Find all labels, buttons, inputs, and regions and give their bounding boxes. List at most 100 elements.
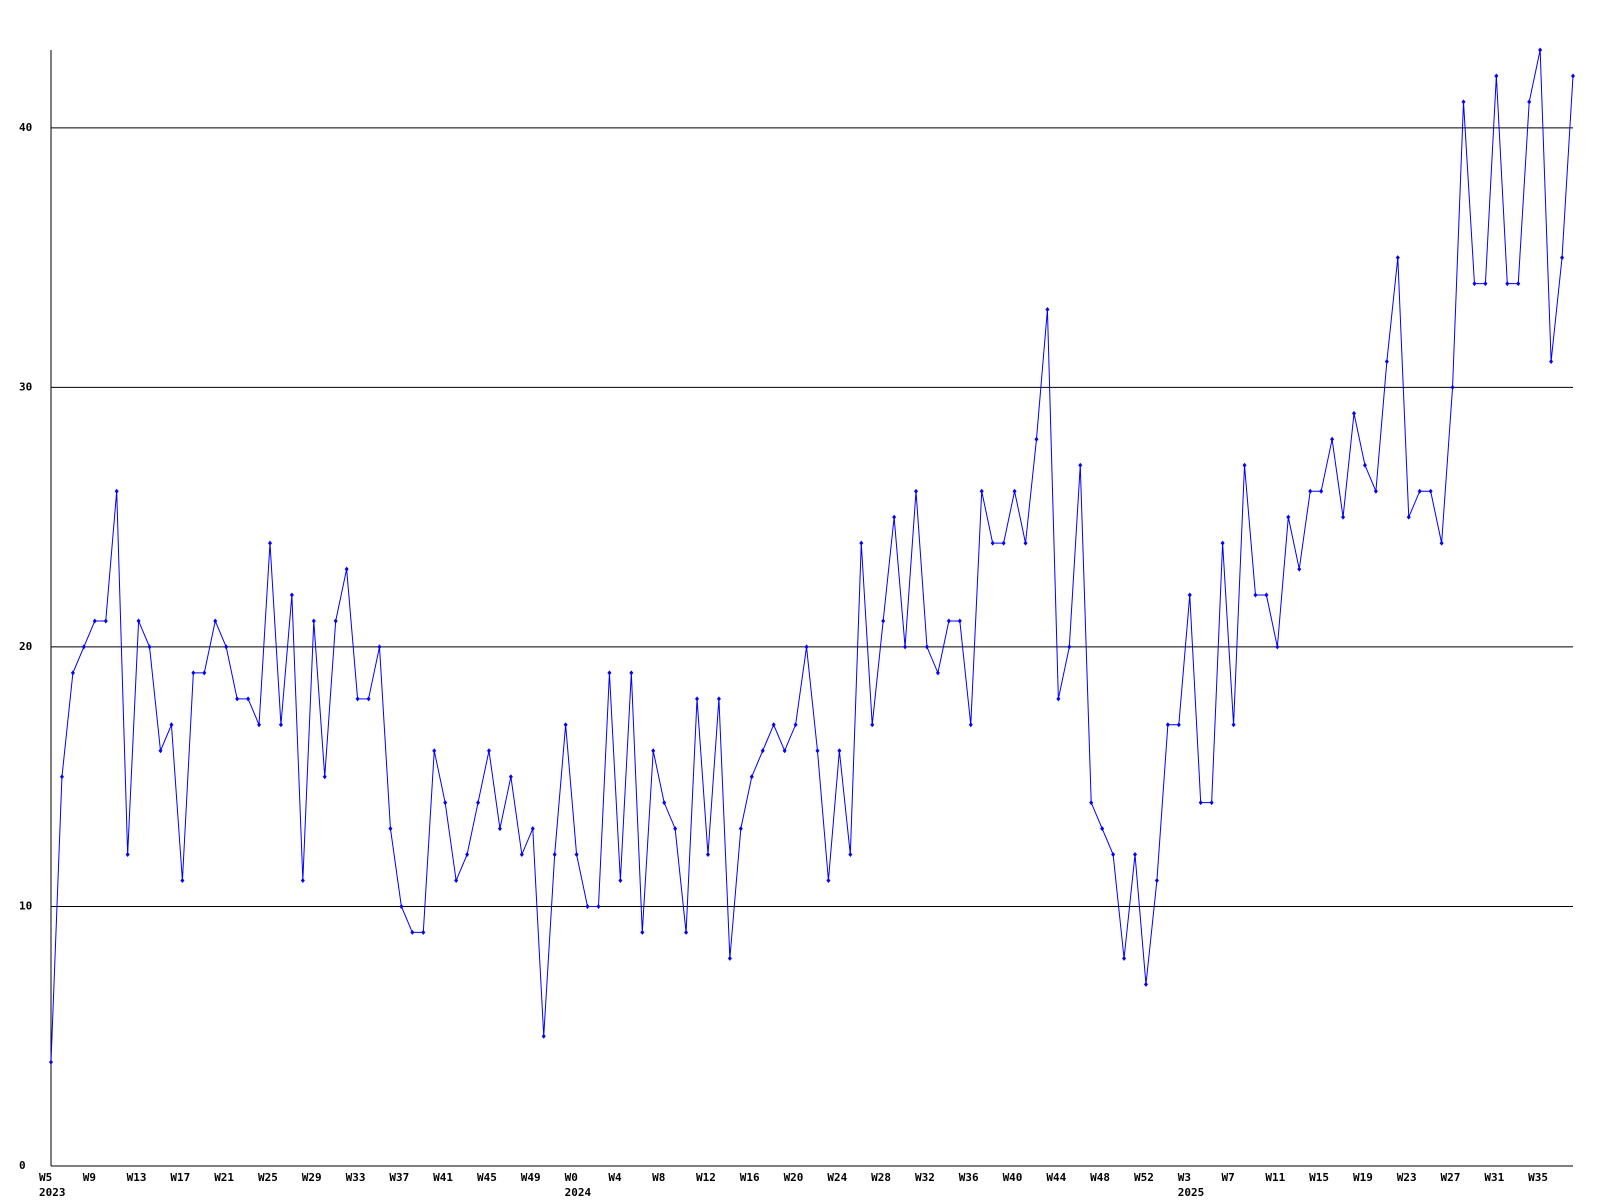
- point-marker: [673, 826, 678, 832]
- point-marker: [760, 748, 765, 754]
- x-tick-label: W33: [346, 1171, 366, 1184]
- point-marker: [1111, 852, 1116, 858]
- point-marker: [366, 696, 371, 702]
- point-marker: [114, 488, 119, 494]
- x-tick-label: W27: [1441, 1171, 1461, 1184]
- point-marker: [607, 670, 612, 676]
- point-marker: [1461, 99, 1466, 105]
- point-marker: [333, 618, 338, 624]
- x-tick-label: W41: [433, 1171, 453, 1184]
- x-year-label: 2025: [1178, 1186, 1205, 1199]
- point-marker: [1516, 281, 1521, 287]
- point-marker: [70, 670, 75, 676]
- point-marker: [1538, 47, 1543, 53]
- point-marker: [684, 929, 689, 935]
- point-marker: [530, 826, 535, 832]
- point-marker: [815, 748, 820, 754]
- point-marker: [1527, 99, 1532, 105]
- point-marker: [377, 644, 382, 650]
- x-tick-label: W52: [1134, 1171, 1154, 1184]
- point-marker: [1352, 410, 1357, 416]
- point-marker: [257, 722, 262, 728]
- point-marker: [322, 774, 327, 780]
- x-tick-label: W24: [827, 1171, 847, 1184]
- point-marker: [519, 852, 524, 858]
- point-marker: [169, 722, 174, 728]
- point-marker: [1154, 878, 1159, 884]
- point-marker: [924, 644, 929, 650]
- point-marker: [1165, 722, 1170, 728]
- point-marker: [804, 644, 809, 650]
- point-marker: [278, 722, 283, 728]
- point-marker: [946, 618, 951, 624]
- point-marker: [837, 748, 842, 754]
- x-tick-label: W36: [959, 1171, 979, 1184]
- x-tick-label: W8: [652, 1171, 665, 1184]
- point-marker: [1549, 358, 1554, 364]
- point-marker: [1297, 566, 1302, 572]
- point-marker: [355, 696, 360, 702]
- x-tick-label: W35: [1528, 1171, 1548, 1184]
- point-marker: [432, 748, 437, 754]
- x-tick-label: W40: [1003, 1171, 1023, 1184]
- x-tick-label: W11: [1265, 1171, 1285, 1184]
- point-marker: [388, 826, 393, 832]
- x-tick-label: W15: [1309, 1171, 1329, 1184]
- point-marker: [1450, 384, 1455, 390]
- point-marker: [826, 878, 831, 884]
- point-marker: [727, 955, 732, 961]
- y-tick-label: 10: [19, 899, 32, 912]
- point-marker: [1439, 540, 1444, 546]
- x-tick-label: W37: [389, 1171, 409, 1184]
- point-marker: [1253, 592, 1258, 598]
- point-marker: [552, 852, 557, 858]
- point-marker: [738, 826, 743, 832]
- point-marker: [344, 566, 349, 572]
- x-year-label: 2023: [39, 1186, 66, 1199]
- point-marker: [1034, 436, 1039, 442]
- point-marker: [716, 696, 721, 702]
- point-marker: [1198, 800, 1203, 806]
- point-marker: [1341, 514, 1346, 520]
- x-tick-label: W32: [915, 1171, 935, 1184]
- point-marker: [651, 748, 656, 754]
- x-tick-label: W3: [1178, 1171, 1191, 1184]
- point-marker: [1571, 73, 1575, 79]
- point-marker: [903, 644, 908, 650]
- point-marker: [465, 852, 470, 858]
- point-marker: [848, 852, 853, 858]
- point-marker: [782, 748, 787, 754]
- point-marker: [1483, 281, 1488, 287]
- point-marker: [585, 903, 590, 909]
- point-marker: [1220, 540, 1225, 546]
- point-marker: [541, 1033, 546, 1039]
- point-marker: [881, 618, 886, 624]
- x-tick-label: W44: [1046, 1171, 1066, 1184]
- point-marker: [935, 670, 940, 676]
- x-tick-label: W0: [565, 1171, 578, 1184]
- point-marker: [213, 618, 218, 624]
- x-tick-label: W13: [127, 1171, 147, 1184]
- point-marker: [618, 878, 623, 884]
- point-marker: [771, 722, 776, 728]
- x-tick-label: W20: [784, 1171, 804, 1184]
- point-marker: [1275, 644, 1280, 650]
- point-marker: [1143, 981, 1148, 987]
- x-tick-label: W28: [871, 1171, 891, 1184]
- point-marker: [246, 696, 251, 702]
- point-marker: [81, 644, 86, 650]
- point-marker: [1078, 462, 1083, 468]
- point-marker: [859, 540, 864, 546]
- x-tick-label: W17: [170, 1171, 190, 1184]
- point-marker: [49, 1059, 53, 1065]
- point-marker: [1406, 514, 1411, 520]
- point-marker: [1494, 73, 1499, 79]
- point-marker: [979, 488, 984, 494]
- point-marker: [136, 618, 141, 624]
- point-marker: [508, 774, 513, 780]
- point-marker: [1231, 722, 1236, 728]
- point-marker: [1264, 592, 1269, 598]
- point-marker: [59, 774, 64, 780]
- x-tick-label: W12: [696, 1171, 716, 1184]
- point-marker: [574, 852, 579, 858]
